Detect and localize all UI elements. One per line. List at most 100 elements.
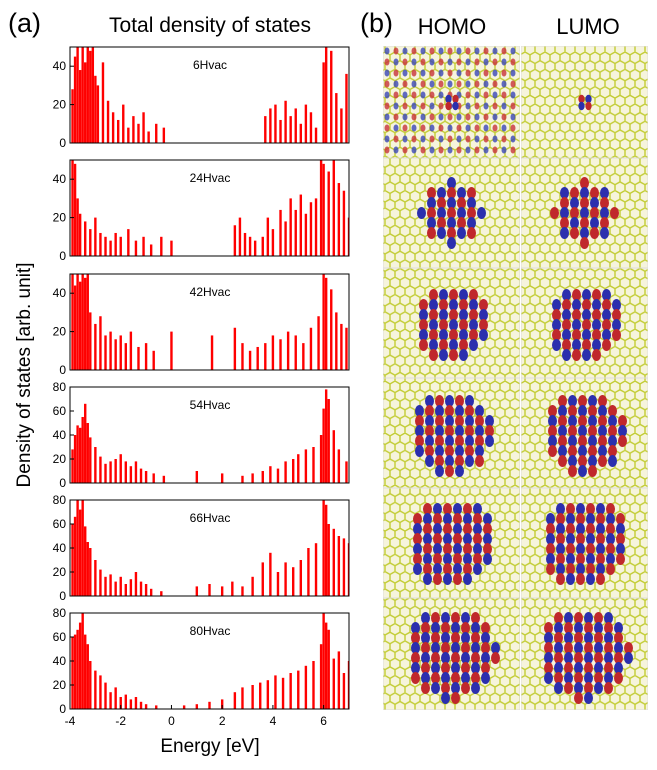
lobe xyxy=(592,309,601,321)
dos-spike xyxy=(266,680,270,709)
dos-spike xyxy=(251,576,254,596)
y-tick-label: 80 xyxy=(53,493,67,507)
lobe xyxy=(618,435,627,447)
lobe xyxy=(449,319,458,331)
lobe xyxy=(590,197,599,209)
lobe xyxy=(566,563,575,575)
dos-spike xyxy=(337,183,341,256)
lobe xyxy=(582,319,591,331)
lobe xyxy=(556,553,565,565)
lobe xyxy=(469,329,478,341)
lobe xyxy=(492,47,498,55)
lobe xyxy=(544,672,553,684)
lobe xyxy=(429,80,435,88)
lobe xyxy=(501,91,507,99)
lobe xyxy=(558,425,567,437)
dos-spike xyxy=(76,47,79,143)
lobe xyxy=(429,289,438,301)
dos-spike xyxy=(71,449,74,483)
dos-spike xyxy=(73,634,77,709)
orbital-image xyxy=(383,378,520,488)
lobe xyxy=(618,415,627,427)
lobe xyxy=(393,80,399,88)
lobe xyxy=(453,573,462,585)
dos-spike xyxy=(322,613,325,709)
lobe xyxy=(447,58,453,66)
lobe xyxy=(393,69,399,77)
lobe xyxy=(594,622,603,634)
dos-spike xyxy=(76,425,79,483)
dos-spike xyxy=(81,274,84,370)
lobe xyxy=(548,405,557,417)
dos-spike xyxy=(142,112,145,143)
lobe xyxy=(566,513,575,525)
dos-spike xyxy=(309,327,313,370)
lobe xyxy=(556,543,565,555)
lobe xyxy=(471,662,480,674)
dos-spike xyxy=(261,236,264,256)
lattice xyxy=(521,46,648,158)
lobe xyxy=(474,146,480,154)
lobe xyxy=(393,102,399,110)
lobe xyxy=(592,319,601,331)
dos-panel: 0 20 40 6Hvac xyxy=(53,46,350,150)
lobe xyxy=(483,113,489,121)
panel-annotation: 66Hvac xyxy=(190,511,231,525)
lobe xyxy=(584,612,593,624)
lobe xyxy=(616,533,625,545)
lobe xyxy=(492,135,498,143)
lobe xyxy=(402,124,408,132)
lobe xyxy=(384,146,390,154)
lobe xyxy=(604,622,613,634)
lobe xyxy=(435,425,444,437)
lobe xyxy=(402,47,408,55)
lobe xyxy=(501,113,507,121)
lobe xyxy=(473,533,482,545)
dos-spike xyxy=(84,526,87,596)
lobe xyxy=(467,197,476,209)
dos-spike xyxy=(294,108,297,143)
dos-spike xyxy=(261,562,264,596)
lobe xyxy=(562,319,571,331)
lobe xyxy=(474,91,480,99)
dos-spike xyxy=(119,576,122,596)
dos-spike xyxy=(340,323,343,370)
lobe xyxy=(562,299,571,311)
dos-spike xyxy=(319,160,323,256)
dos-spike xyxy=(327,399,330,483)
dos-spike xyxy=(91,47,95,143)
lobe xyxy=(402,91,408,99)
dos-spike xyxy=(342,538,346,596)
dos-spike xyxy=(294,209,297,256)
lobe xyxy=(608,415,617,427)
lobe xyxy=(483,58,489,66)
lobe xyxy=(465,405,474,417)
dos-spike xyxy=(144,471,148,483)
lobe xyxy=(461,662,470,674)
orbital-grid xyxy=(383,46,648,710)
lobe xyxy=(433,553,442,565)
lobe xyxy=(602,289,611,301)
dos-spike xyxy=(109,692,112,709)
dos-spike xyxy=(86,47,89,143)
lobe xyxy=(606,503,615,515)
lobe xyxy=(474,135,480,143)
lobe xyxy=(558,395,567,407)
x-axis-label: Energy [eV] xyxy=(160,736,259,757)
lobe xyxy=(425,405,434,417)
lobe xyxy=(483,513,492,525)
lobe xyxy=(465,58,471,66)
lobe xyxy=(420,135,426,143)
lobe xyxy=(604,662,613,674)
lobe xyxy=(481,662,490,674)
dos-spike xyxy=(94,323,97,370)
lobe xyxy=(574,622,583,634)
dos-spike xyxy=(342,673,346,709)
x-tick-label: 4 xyxy=(270,714,277,728)
lobe xyxy=(501,58,507,66)
lobe xyxy=(564,632,573,644)
lobe xyxy=(574,632,583,644)
lobe xyxy=(576,503,585,515)
dos-spike xyxy=(269,466,272,483)
marks xyxy=(71,274,348,370)
